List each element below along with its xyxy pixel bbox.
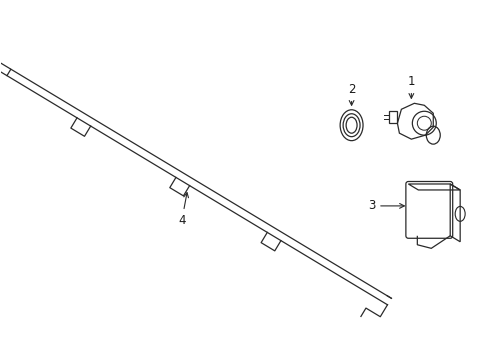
Text: 3: 3 <box>368 199 404 212</box>
Text: 2: 2 <box>348 83 355 105</box>
Text: 4: 4 <box>178 193 189 227</box>
Text: 1: 1 <box>408 75 415 98</box>
